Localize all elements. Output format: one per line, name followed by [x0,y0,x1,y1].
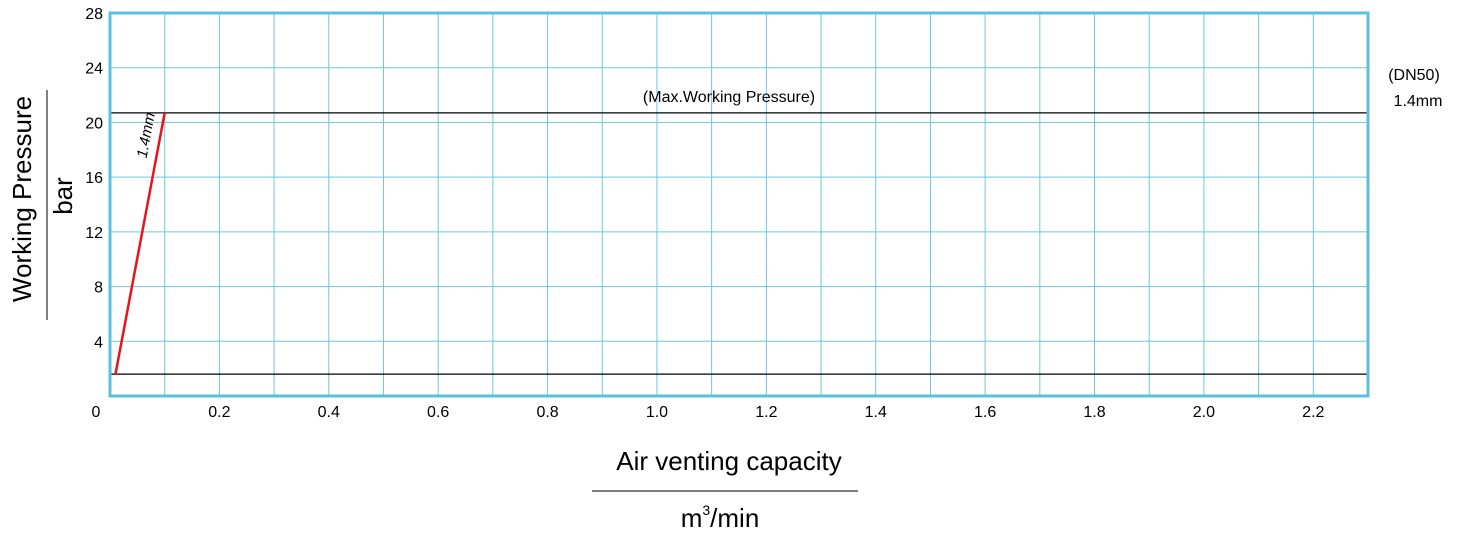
reference-lines [110,112,1368,375]
x-tick-labels: 0.2 0.4 0.6 0.8 1.0 1.2 1.4 1.6 1.8 2.0 2.2 [208,404,1324,421]
x-tick-label: 0.4 [318,404,340,421]
x-tick-label: 1.6 [974,404,996,421]
grid [110,13,1368,396]
y-tick-label: 4 [94,334,103,351]
y-tick-label: 20 [85,115,103,132]
y-axis-unit: bar [48,177,78,215]
x-tick-label: 1.8 [1083,404,1105,421]
y-tick-labels: 4 8 12 16 20 24 28 [85,6,103,351]
x-axis-unit: m3/min [681,502,760,533]
x-axis-unit-rest: /min [710,503,759,533]
x-tick-label: 1.0 [646,404,668,421]
y-tick-label: 28 [85,6,103,23]
series-line-1 [114,112,166,375]
side-annotation-dn50: (DN50) [1388,67,1440,84]
x-tick-label: 1.4 [865,404,887,421]
y-tick-label: 16 [85,170,103,187]
plot-frame [108,11,1370,398]
x-tick-label: 2.0 [1193,404,1215,421]
y-tick-label: 24 [85,61,103,78]
max-working-pressure-label: (Max.Working Pressure) [643,89,815,106]
series-label-1-4mm: 1.4mm [134,111,159,159]
x-tick-label: 0.6 [427,404,449,421]
y-tick-label: 8 [94,280,103,297]
x-tick-label: 0.8 [536,404,558,421]
x-zero-label: 0 [92,404,101,421]
y-tick-label: 12 [85,225,103,242]
x-tick-label: 2.2 [1302,404,1324,421]
x-axis-title: Air venting capacity [616,446,841,476]
series-layer [114,112,166,375]
x-axis-unit-base: m [681,503,703,533]
x-tick-label: 0.2 [208,404,230,421]
x-tick-label: 1.2 [755,404,777,421]
y-axis-title: Working Pressure [7,96,37,302]
x-axis-unit-superscript: 3 [702,502,710,518]
side-annotation-size: 1.4mm [1394,93,1443,110]
